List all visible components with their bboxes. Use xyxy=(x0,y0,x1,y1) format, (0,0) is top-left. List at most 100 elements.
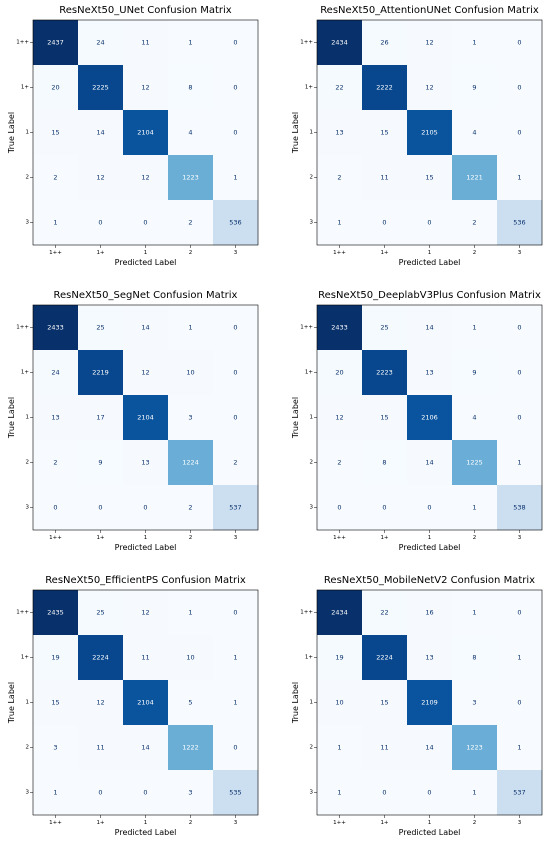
heatmap-cell xyxy=(213,680,259,726)
cell-value-label: 11 xyxy=(141,39,149,47)
cell-value-label: 12 xyxy=(141,84,149,92)
heatmap-cell xyxy=(123,110,169,156)
x-tick-label: 1++ xyxy=(49,535,62,541)
cell-value-label: 12 xyxy=(141,174,149,182)
cell-value-label: 25 xyxy=(96,609,104,617)
heatmap-cell xyxy=(168,350,214,396)
cell-value-label: 537 xyxy=(513,789,525,797)
cell-value-label: 1 xyxy=(337,744,341,752)
cell-value-label: 14 xyxy=(425,324,433,332)
heatmap-cell xyxy=(452,770,498,816)
cell-value-label: 11 xyxy=(380,744,388,752)
x-tick-label: 1 xyxy=(144,820,148,826)
cell-value-label: 8 xyxy=(382,459,386,467)
cell-value-label: 4 xyxy=(472,129,476,137)
cell-value-label: 1223 xyxy=(466,744,483,752)
heatmap-cell xyxy=(123,485,169,531)
heatmap-cell xyxy=(407,440,453,486)
heatmap-cell xyxy=(317,635,363,681)
cell-value-label: 25 xyxy=(96,324,104,332)
y-tick-label: 1++ xyxy=(16,610,29,616)
heatmap-cell xyxy=(33,395,79,441)
heatmap-cell xyxy=(33,485,79,531)
heatmap-cell xyxy=(123,395,169,441)
cell-value-label: 2 xyxy=(472,219,476,227)
x-tick-label: 1++ xyxy=(49,250,62,256)
cell-value-label: 19 xyxy=(335,654,343,662)
heatmap-cell xyxy=(213,200,259,246)
cell-value-label: 0 xyxy=(517,324,521,332)
heatmap-cell xyxy=(407,590,453,636)
chart-title: ResNeXt50_EfficientPS Confusion Matrix xyxy=(45,575,246,586)
cell-value-label: 14 xyxy=(96,129,104,137)
cell-value-label: 1 xyxy=(233,699,237,707)
y-tick-label: 1+ xyxy=(305,370,313,376)
heatmap-cell xyxy=(362,725,408,771)
cell-value-label: 0 xyxy=(382,504,386,512)
heatmap-cell xyxy=(78,110,124,156)
cell-value-label: 0 xyxy=(53,504,57,512)
heatmap-cell xyxy=(497,395,543,441)
cell-value-label: 2 xyxy=(188,504,192,512)
cell-value-label: 0 xyxy=(517,609,521,617)
cell-value-label: 1222 xyxy=(182,744,199,752)
y-tick-label: 2 xyxy=(26,175,30,181)
heatmap-cell xyxy=(452,155,498,201)
heatmap-cell xyxy=(317,395,363,441)
x-axis-label: Predicted Label xyxy=(115,543,177,552)
heatmap-cell xyxy=(78,635,124,681)
y-tick-label: 3 xyxy=(310,220,314,226)
x-tick-label: 2 xyxy=(473,535,477,541)
cell-value-label: 1 xyxy=(517,744,521,752)
heatmap-cell xyxy=(78,155,124,201)
cell-value-label: 0 xyxy=(427,219,431,227)
cell-value-label: 0 xyxy=(98,504,102,512)
cell-value-label: 14 xyxy=(141,744,149,752)
y-tick-label: 2 xyxy=(310,175,314,181)
cell-value-label: 11 xyxy=(141,654,149,662)
cell-value-label: 0 xyxy=(382,219,386,227)
cell-value-label: 2 xyxy=(53,174,57,182)
heatmap-cell xyxy=(497,110,543,156)
heatmap-cell xyxy=(213,635,259,681)
cell-value-label: 1 xyxy=(337,789,341,797)
heatmap-cell xyxy=(452,590,498,636)
cell-value-label: 3 xyxy=(53,744,57,752)
cell-value-label: 2433 xyxy=(47,324,64,332)
heatmap-cell xyxy=(452,680,498,726)
heatmap-cell xyxy=(168,725,214,771)
cell-value-label: 1 xyxy=(517,459,521,467)
cell-value-label: 2224 xyxy=(376,654,393,662)
cell-value-label: 12 xyxy=(96,699,104,707)
y-tick-label: 1 xyxy=(26,130,30,136)
cell-value-label: 0 xyxy=(427,504,431,512)
cell-value-label: 0 xyxy=(98,219,102,227)
cell-value-label: 15 xyxy=(380,129,388,137)
cell-value-label: 13 xyxy=(141,459,149,467)
cell-value-label: 0 xyxy=(233,744,237,752)
cell-value-label: 4 xyxy=(188,129,192,137)
cell-value-label: 13 xyxy=(51,414,59,422)
heatmap-cell xyxy=(123,350,169,396)
heatmap-cell xyxy=(362,65,408,111)
heatmap-cell xyxy=(317,110,363,156)
cell-value-label: 8 xyxy=(188,84,192,92)
cell-value-label: 13 xyxy=(335,129,343,137)
heatmap-cell xyxy=(362,680,408,726)
cell-value-label: 0 xyxy=(517,129,521,137)
heatmap-cell xyxy=(452,20,498,66)
heatmap-cell xyxy=(407,680,453,726)
cell-value-label: 0 xyxy=(98,789,102,797)
x-tick-label: 1+ xyxy=(96,535,104,541)
heatmap-cell xyxy=(33,305,79,351)
heatmap-cell xyxy=(452,110,498,156)
cell-value-label: 13 xyxy=(425,369,433,377)
cell-value-label: 1 xyxy=(472,504,476,512)
x-tick-label: 2 xyxy=(473,250,477,256)
y-tick-label: 1+ xyxy=(305,85,313,91)
heatmap-cell xyxy=(168,110,214,156)
heatmap-cell xyxy=(407,350,453,396)
chart-title: ResNeXt50_AttentionUNet Confusion Matrix xyxy=(320,5,539,16)
cell-value-label: 536 xyxy=(513,219,525,227)
